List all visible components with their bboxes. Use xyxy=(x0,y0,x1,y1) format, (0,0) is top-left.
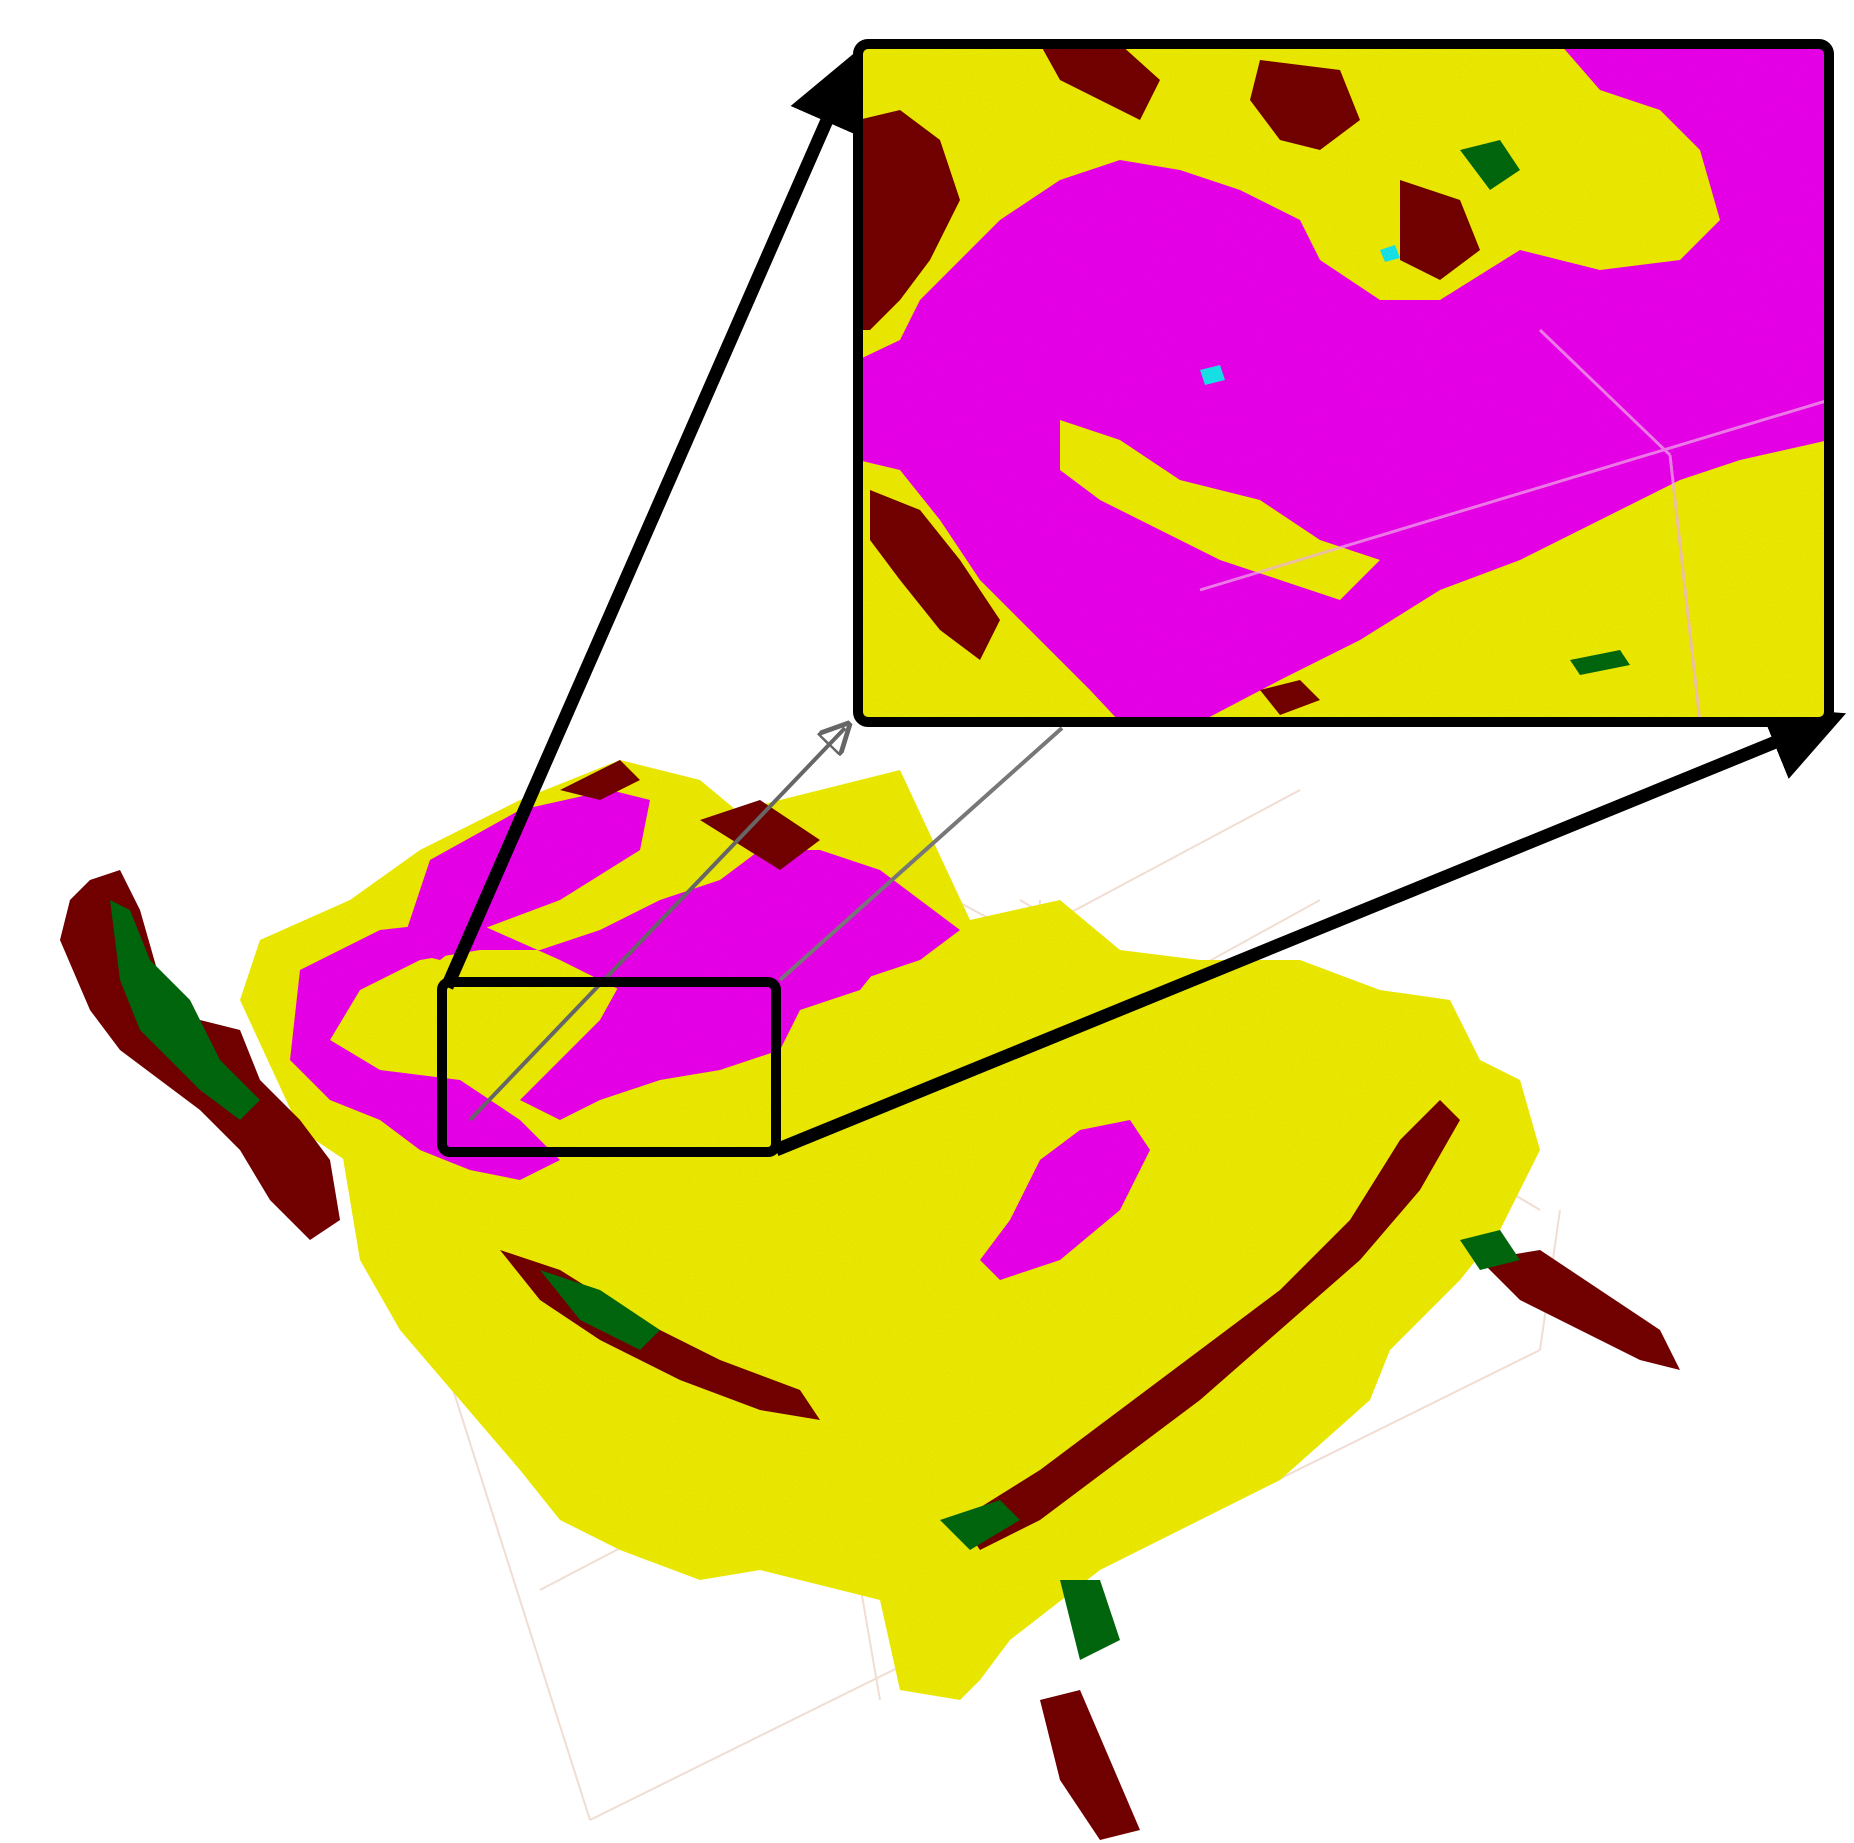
inset-cyan-1 xyxy=(1200,245,1400,385)
clutter-bottom-green xyxy=(1060,1580,1120,1660)
magenta-region-1 xyxy=(400,790,650,960)
inset-green-2 xyxy=(1570,650,1630,675)
gray-line xyxy=(778,726,1064,982)
zoom-source-box xyxy=(437,977,781,1157)
inset-floor xyxy=(1200,440,1829,722)
inset-floor-mid xyxy=(1060,420,1380,600)
inset-maroon-3 xyxy=(1250,60,1360,150)
clutter-top xyxy=(560,760,820,870)
clutter-strip-2-green xyxy=(940,1500,1020,1550)
clutter-strip-2 xyxy=(960,1100,1460,1550)
inset-green-1 xyxy=(1460,140,1520,190)
zoom-arrow-right xyxy=(773,706,1847,1157)
clutter-strip-1-green xyxy=(540,1270,660,1350)
inset-top-clutter xyxy=(858,44,1720,360)
inset-maroon-6 xyxy=(1260,680,1320,715)
magenta-region-3 xyxy=(520,890,900,1120)
clutter-right-green xyxy=(1460,1230,1520,1270)
gray-arrow xyxy=(468,728,845,1122)
inset-maroon-2 xyxy=(1040,44,1160,120)
point-cloud xyxy=(60,760,1680,1840)
inset-maroon-1 xyxy=(858,110,960,330)
magenta-region-4 xyxy=(980,1120,1150,1280)
clutter-bottom xyxy=(1040,1690,1140,1840)
clutter-left-green xyxy=(110,900,260,1120)
zoom-inset-frame xyxy=(853,39,1834,727)
inset-maroon-4 xyxy=(1400,180,1480,280)
zoom-arrow-left xyxy=(441,50,863,990)
clutter-right xyxy=(1480,1250,1680,1370)
zoom-inset xyxy=(853,39,1834,727)
inset-maroon-5 xyxy=(870,490,1000,660)
